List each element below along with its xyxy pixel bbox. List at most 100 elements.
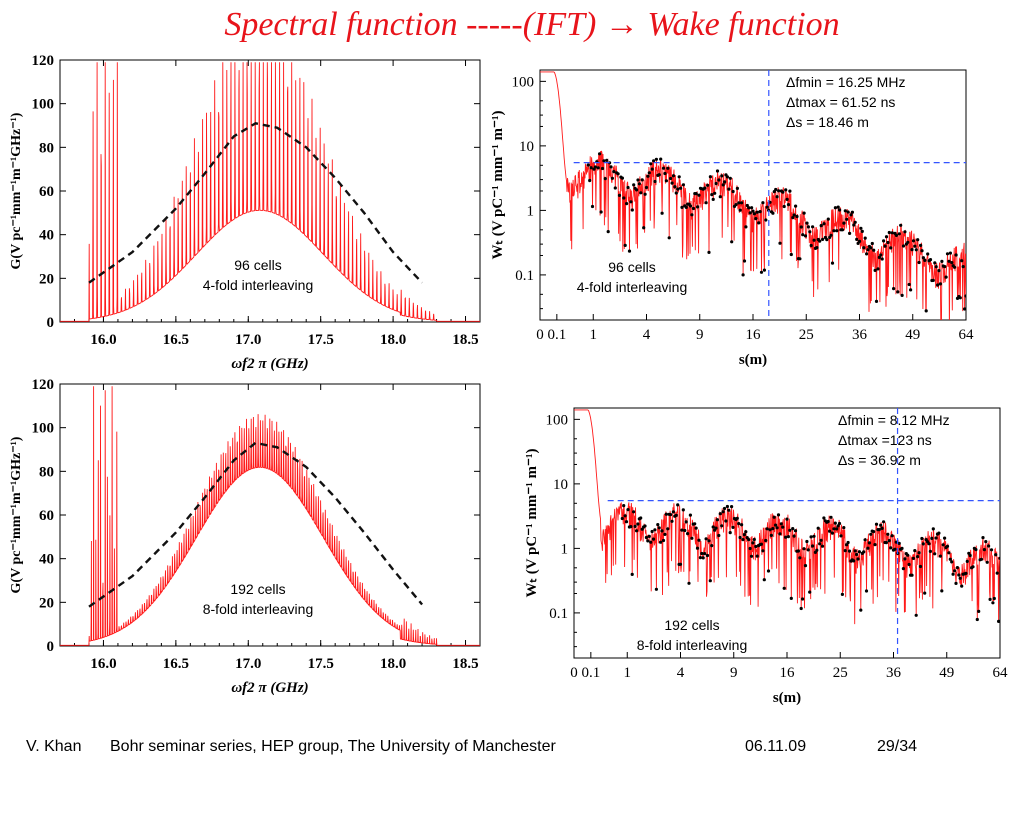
wake-192-data-point [748, 546, 752, 551]
wake-192-data-point [701, 556, 705, 560]
wake-96-data-point [590, 204, 595, 209]
wake-96-data-point [674, 191, 678, 195]
wake-192-data-point [977, 609, 981, 613]
wake-96-xtick-label: 64 [959, 327, 975, 343]
wake-96-data-point [832, 229, 836, 233]
wake-192-data-point [819, 538, 823, 542]
wake-192-data-point [784, 535, 788, 539]
wake-96-data-point [728, 176, 732, 180]
footer: V. Khan Bohr seminar series, HEP group, … [26, 738, 917, 828]
wake-192-data-point [801, 597, 805, 601]
wake-96-data-point [751, 209, 755, 213]
wake-96-data-point [961, 265, 965, 269]
wake-192-data-point [684, 520, 688, 524]
spectral-96-ytick-label: 20 [39, 271, 54, 287]
spectral-96-ytick-label: 100 [32, 97, 55, 113]
wake-192-data-point [678, 562, 683, 566]
wake-96-data-point [752, 212, 756, 216]
wake-192-data-point [863, 538, 867, 542]
wake-192-data-point [955, 566, 959, 570]
wake-192-data-point [900, 546, 904, 550]
wake-192-data-point [923, 591, 927, 595]
wake-96-xtick-label: 25 [799, 327, 814, 343]
wake-96-data-point [953, 265, 957, 269]
wake-192-data-point [764, 538, 768, 543]
wake-96-data-point [720, 174, 724, 178]
wake-96-data-point [625, 202, 629, 206]
wake-192-data-point [809, 535, 813, 539]
wake-192-data-point [862, 550, 866, 554]
wake-192-data-point [879, 523, 883, 527]
wake-96-data-point [670, 181, 674, 185]
wake-192-data-point [755, 554, 759, 558]
wake-192-data-point [803, 564, 808, 568]
wake-192-data-point [953, 569, 957, 573]
wake-192-data-point [688, 513, 692, 517]
wake-96-data-point [774, 187, 778, 192]
wake-192-data-point [852, 559, 856, 563]
wake-96-data-point [802, 211, 806, 215]
wake-192-note-line: Δs = 36.92 m [838, 452, 921, 468]
wake-96-data-point [762, 268, 766, 272]
wake-192-data-point [629, 525, 633, 529]
spectral-96-xtick-label: 18.0 [380, 332, 406, 348]
spectral-96-annotation-line: 96 cells [234, 257, 281, 273]
spectral-96-xtick-label: 18.5 [452, 332, 478, 348]
wake-96-data-point [738, 208, 742, 212]
wake-96-data-point [899, 223, 903, 227]
wake-96-data-point [829, 233, 833, 237]
spectral-192-ylabel: G(V pc⁻¹mm⁻¹m⁻¹GHz⁻¹) [9, 436, 24, 593]
wake-96-data-point [616, 172, 620, 176]
wake-192-data-point [866, 546, 870, 550]
wake-96-data-point [903, 230, 907, 234]
wake-192-data-point [812, 534, 816, 538]
wake-96-ytick-label: 1 [527, 203, 535, 219]
wake-96-data-point [826, 217, 830, 221]
wake-192-ytick-label: 10 [553, 477, 568, 493]
spectral-96-red-series-line [60, 62, 480, 322]
wake-96-xtick-label: 0 [536, 327, 544, 343]
wake-192-data-point [774, 523, 778, 527]
wake-192-data-point [681, 508, 685, 512]
wake-192-data-point [846, 540, 850, 545]
wake-192-data-point [664, 512, 668, 516]
wake-192-data-point [873, 543, 877, 547]
wake-96-data-point [721, 183, 725, 187]
wake-96-data-point [781, 190, 785, 194]
wake-192-data-point [884, 541, 888, 545]
wake-192-data-point [653, 528, 657, 532]
wake-192-data-point [620, 516, 624, 521]
title-left: Spectral function -----(IFT) [224, 6, 597, 43]
wake-96-data-point [690, 213, 694, 217]
wake-96-data-point [964, 294, 966, 298]
wake-192-data-point [721, 510, 725, 514]
wake-96-data-point [757, 221, 761, 225]
wake-192-data-point [714, 526, 718, 530]
spectral-192-ytick-label: 20 [39, 595, 54, 611]
wake-96-ytick-label: 10 [519, 139, 534, 155]
wake-192-xtick-label: 1 [624, 665, 632, 681]
wake-192-data-point [661, 538, 666, 543]
wake-192-data-point [694, 526, 698, 530]
wake-192-data-point [968, 553, 972, 558]
spectral-chart-96: 0 20 40 60 80 100 120 16.0 16.5 17.0 17.5 18.0 18.5 ω… [0, 50, 500, 380]
wake-192-data-point [945, 544, 950, 548]
wake-192-xtick-label: 25 [833, 665, 848, 681]
wake-96-data-point [799, 225, 803, 229]
wake-96-data-point [883, 244, 887, 248]
wake-96-data-point [737, 201, 741, 205]
wake-96-data-point [632, 183, 636, 187]
wake-96-data-point [600, 166, 605, 171]
wake-96-data-point [937, 269, 941, 273]
wake-192-data-point [985, 560, 989, 564]
spectral-chart-192: 0 20 40 60 80 100 120 16.0 16.5 17.0 17.5 18.0 18.5 ω… [0, 374, 500, 708]
wake-chart-192: 100 10 1 0.1 0 0.1 1 4 9 16 25 36 49 64 s(m) Wₜ (V pC⁻¹… [522, 396, 1022, 718]
wake-192-data-point [703, 552, 707, 556]
wake-96-data-point [637, 182, 641, 186]
wake-96-data-point [710, 193, 714, 197]
wake-192-data-point [835, 527, 839, 531]
wake-192-data-point [657, 526, 661, 530]
wake-192-data-point [934, 536, 938, 540]
wake-192-data-point [663, 532, 667, 536]
wake-96-data-point [718, 195, 722, 199]
